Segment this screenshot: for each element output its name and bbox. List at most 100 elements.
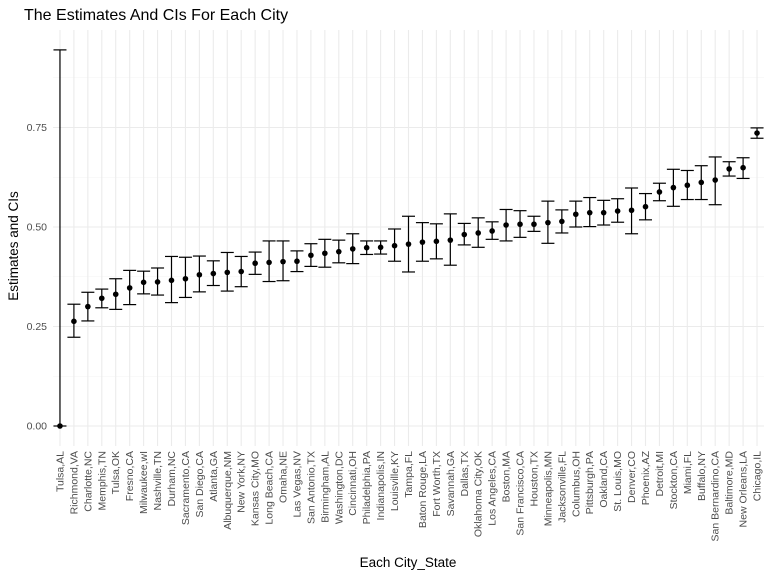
estimate-point [112, 291, 119, 298]
x-tick-label: Atlanta,GA [208, 451, 220, 502]
x-tick-label: Omaha,NE [278, 451, 290, 503]
y-axis-title: Estimates and CIs [6, 191, 21, 301]
x-tick-label: New York,NY [236, 451, 248, 513]
estimate-point [461, 231, 468, 238]
x-tick-label: Louisville,KY [389, 451, 401, 511]
x-tick-label: Oklahoma City,OK [473, 451, 485, 537]
estimate-point [628, 207, 635, 214]
error-bar [53, 49, 67, 427]
x-tick-label: Memphis,TN [96, 451, 108, 511]
x-tick-label: Detroit,MI [654, 451, 666, 497]
chart-title: The Estimates And CIs For Each City [24, 7, 288, 24]
estimate-point [517, 221, 523, 228]
estimate-point [712, 177, 719, 183]
y-axis-ticks: 0.00 0.25 0.50 0.75 [27, 122, 48, 433]
x-tick-label: Indianapolis,IN [375, 451, 387, 520]
estimate-point [252, 260, 258, 267]
x-tick-label: Miami,FL [682, 451, 694, 494]
estimate-point [572, 211, 579, 218]
y-tick-label: 0.25 [27, 321, 48, 333]
estimate-point [210, 270, 217, 277]
estimate-point [754, 130, 760, 136]
x-tick-label: Fort Worth,TX [431, 451, 443, 517]
data-marks [53, 49, 764, 429]
x-tick-label: Los Angeles,CA [487, 451, 499, 526]
estimate-point [238, 268, 245, 275]
x-tick-label: Sacramento,CA [180, 451, 192, 525]
estimate-point [168, 277, 175, 284]
estimate-point [126, 285, 133, 291]
estimate-point [740, 164, 746, 171]
estimate-point [308, 252, 314, 259]
x-tick-label: Chicago,IL [752, 451, 764, 501]
x-tick-label: Houston,TX [528, 451, 540, 506]
x-tick-label: Minneapolis,MN [542, 451, 554, 526]
estimate-point [294, 258, 300, 265]
estimate-point [391, 242, 398, 249]
estimate-point [531, 221, 537, 228]
estimate-point [475, 230, 482, 236]
estimate-point [614, 208, 621, 214]
estimate-point [489, 228, 495, 234]
x-tick-label: San Bernardino,CA [710, 451, 722, 541]
x-tick-label: Las Vegas,NV [291, 451, 303, 518]
x-tick-label: Dallas,TX [459, 451, 471, 497]
x-tick-label: Baton Rouge,LA [417, 451, 429, 528]
estimate-point [600, 209, 607, 216]
estimate-point [433, 238, 440, 245]
x-tick-label: Fresno,CA [124, 451, 136, 501]
x-tick-label: Buffalo,NY [696, 451, 708, 501]
x-tick-label: Cincinnati,OH [347, 451, 359, 516]
estimate-point [559, 218, 565, 225]
estimate-point [322, 250, 328, 257]
estimate-point [684, 182, 691, 189]
x-tick-label: San Francisco,CA [515, 451, 527, 536]
x-tick-label: Pittsburgh,PA [584, 451, 596, 514]
x-tick-label: Kansas City,MO [250, 451, 262, 526]
x-tick-label: Baltimore,MD [724, 451, 736, 515]
x-tick-label: Philadelphia,PA [361, 451, 373, 524]
estimate-point [545, 219, 551, 226]
x-tick-label: Washington,DC [333, 451, 345, 525]
estimate-point [266, 259, 272, 266]
estimate-point [726, 166, 732, 172]
x-tick-label: Long Beach,CA [264, 451, 276, 525]
x-tick-label: Stockton,CA [668, 451, 680, 509]
x-tick-label: Tampa,FL [403, 451, 415, 498]
x-tick-label: Tulsa,OK [110, 451, 122, 494]
x-tick-label: Savannah,GA [445, 451, 457, 516]
x-tick-label: Birmingham,AL [319, 451, 331, 523]
estimate-point [698, 179, 705, 186]
estimate-point [335, 248, 342, 255]
estimate-point [656, 189, 663, 195]
estimate-point [154, 279, 161, 285]
x-tick-label: Nashville,TN [152, 451, 164, 511]
estimate-point [280, 258, 286, 265]
x-tick-label: Columbus,OH [570, 451, 582, 517]
x-tick-label: Boston,MA [501, 451, 513, 502]
x-tick-label: Oakland,CA [598, 451, 610, 508]
x-tick-label: Milwaukee,wI [138, 451, 150, 514]
estimate-point [182, 275, 189, 282]
x-tick-label: Phoenix,AZ [640, 450, 652, 505]
estimate-point [586, 209, 593, 216]
x-tick-label: Richmond,VA [68, 451, 80, 514]
estimate-point [447, 237, 454, 243]
x-tick-label: New Orleans,LA [738, 451, 750, 527]
x-tick-label: Denver,CO [626, 451, 638, 503]
x-tick-label: Durham,NC [166, 451, 178, 507]
estimate-point [85, 303, 91, 310]
estimate-point [196, 271, 203, 278]
x-tick-label: San Diego,CA [194, 451, 206, 518]
grid [53, 30, 764, 446]
x-tick-label: Albuquerque,NM [222, 451, 234, 530]
estimate-point [224, 269, 231, 276]
estimate-point [363, 244, 370, 251]
estimate-point [503, 222, 509, 228]
estimate-point [57, 423, 63, 429]
x-tick-label: Jacksonville,FL [556, 451, 568, 523]
y-tick-label: 0.00 [27, 421, 48, 433]
estimate-point [670, 184, 677, 191]
estimate-point [377, 244, 384, 251]
